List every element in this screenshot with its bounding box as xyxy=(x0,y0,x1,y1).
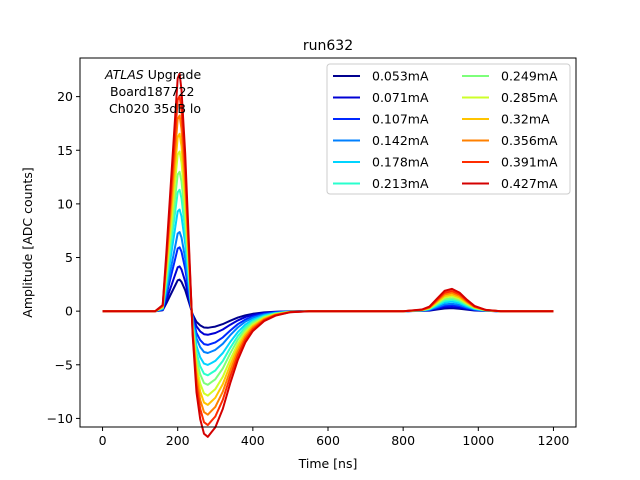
legend-box xyxy=(326,63,571,195)
annotation-upgrade: Upgrade xyxy=(144,67,202,82)
legend-entry-label: 0.32mA xyxy=(501,112,550,127)
legend: 0.053mA 0.071mA 0.107mA 0.142mA 0.178mA 0.213… xyxy=(326,63,571,195)
series-group xyxy=(102,72,554,438)
y-tick-label: 5 xyxy=(65,250,73,265)
annotation-line-3: Ch020 35dB lo xyxy=(109,101,201,116)
x-tick-label: 1200 xyxy=(538,433,570,448)
legend-entry-label: 0.071mA xyxy=(372,90,429,105)
annotation-atlas: ATLAS xyxy=(104,67,144,82)
x-tick-label: 600 xyxy=(316,433,340,448)
x-tick-label: 400 xyxy=(241,433,265,448)
y-tick-label: 10 xyxy=(57,196,73,211)
y-tick-label: 20 xyxy=(57,89,73,104)
legend-entry-label: 0.249mA xyxy=(501,69,558,84)
legend-entry-label: 0.142mA xyxy=(372,133,429,148)
x-tick-label: 0 xyxy=(99,433,107,448)
y-tick-label: 15 xyxy=(57,143,73,158)
y-axis-label: Amplitude [ADC counts] xyxy=(20,167,35,317)
legend-entry-label: 0.053mA xyxy=(372,69,429,84)
x-tick-label: 1000 xyxy=(462,433,494,448)
legend-entry-label: 0.356mA xyxy=(501,133,558,148)
y-tick-label: 0 xyxy=(65,304,73,319)
y-tick-label: −10 xyxy=(47,411,73,426)
x-axis-label: Time [ns] xyxy=(298,456,358,471)
legend-entry-label: 0.391mA xyxy=(501,155,558,170)
series-line-12 xyxy=(102,72,554,438)
y-tick-label: −5 xyxy=(55,357,73,372)
legend-entry-label: 0.213mA xyxy=(372,176,429,191)
annotation-line-2: Board187722 xyxy=(110,84,194,99)
legend-entry-label: 0.427mA xyxy=(501,176,558,191)
x-tick-label: 800 xyxy=(391,433,415,448)
legend-entry-label: 0.178mA xyxy=(372,155,429,170)
annotation-line-1: ATLAS Upgrade xyxy=(104,67,201,82)
y-axis: −10 −5 0 5 10 15 20 xyxy=(47,89,80,426)
x-axis: 0 200 400 600 800 1000 1200 xyxy=(99,427,570,448)
chart-title: run632 xyxy=(303,38,353,54)
legend-entry-label: 0.285mA xyxy=(501,90,558,105)
annotation: ATLAS Upgrade Board187722 Ch020 35dB lo xyxy=(104,67,201,116)
legend-entry-label: 0.107mA xyxy=(372,112,429,127)
x-tick-label: 200 xyxy=(166,433,190,448)
